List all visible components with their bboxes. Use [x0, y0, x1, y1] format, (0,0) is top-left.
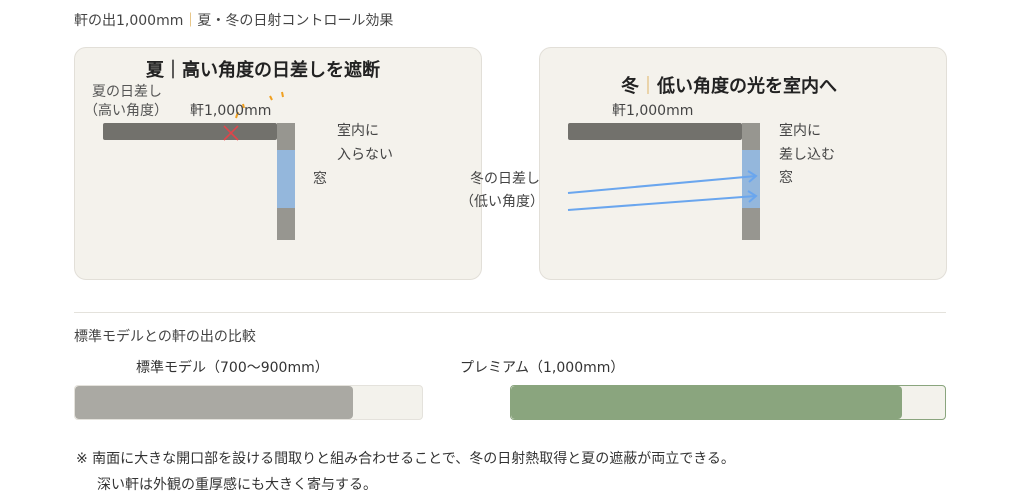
summer-sun-rays — [235, 91, 284, 119]
standard-bar — [74, 385, 423, 420]
summer-sun-angle: （高い角度） — [84, 103, 168, 119]
summer-window-label: 窓 — [313, 171, 327, 187]
summer-indoor-2: 入らない — [337, 147, 393, 163]
header-prefix: 軒の出1,000mm — [74, 13, 184, 29]
premium-label: プレミアム（1,000mm） — [460, 360, 625, 376]
footnote-line-1: ※ 南面に大きな開口部を設ける間取りと組み合わせることで、冬の日射熱取得と夏の遮… — [76, 451, 735, 467]
summer-eave-label: 軒1,000mm — [190, 103, 272, 119]
summer-window — [277, 150, 295, 208]
summer-sun-label: 夏の日差し — [92, 84, 162, 100]
winter-eave-label: 軒1,000mm — [612, 103, 694, 119]
winter-indoor-2: 差し込む — [779, 147, 835, 163]
blocked-x-icon — [223, 125, 239, 141]
summer-title: 夏｜高い角度の日差しを遮断 — [146, 60, 380, 81]
winter-eave — [568, 123, 742, 140]
summer-indoor-1: 室内に — [337, 123, 379, 139]
winter-title-season: 冬 — [621, 76, 639, 97]
footnote-line-2: 深い軒は外観の重厚感にも大きく寄与する。 — [97, 477, 377, 493]
sun-ray-icon — [235, 91, 284, 119]
comparison-title: 標準モデルとの軒の出の比較 — [74, 329, 256, 345]
premium-bar — [510, 385, 946, 420]
header-suffix: 夏・冬の日射コントロール効果 — [197, 13, 394, 29]
winter-indoor-1: 室内に — [779, 123, 821, 139]
winter-sun-label: 冬の日差し — [470, 171, 540, 187]
winter-sun-angle: （低い角度） — [460, 194, 544, 210]
standard-bar-fill — [75, 386, 353, 419]
header-title: 軒の出1,000mm｜夏・冬の日射コントロール効果 — [74, 10, 393, 30]
winter-window-label: 窓 — [779, 170, 793, 186]
winter-title-sep: ｜ — [639, 76, 657, 97]
header-separator: ｜ — [183, 13, 198, 29]
winter-sun-arrows — [567, 170, 758, 211]
winter-title-rest: 低い角度の光を室内へ — [657, 76, 837, 97]
arrow-icon — [567, 170, 758, 211]
divider — [74, 312, 946, 313]
winter-title: 冬｜低い角度の光を室内へ — [621, 72, 837, 98]
premium-bar-fill — [511, 386, 902, 419]
standard-label: 標準モデル（700〜900mm） — [136, 360, 329, 376]
